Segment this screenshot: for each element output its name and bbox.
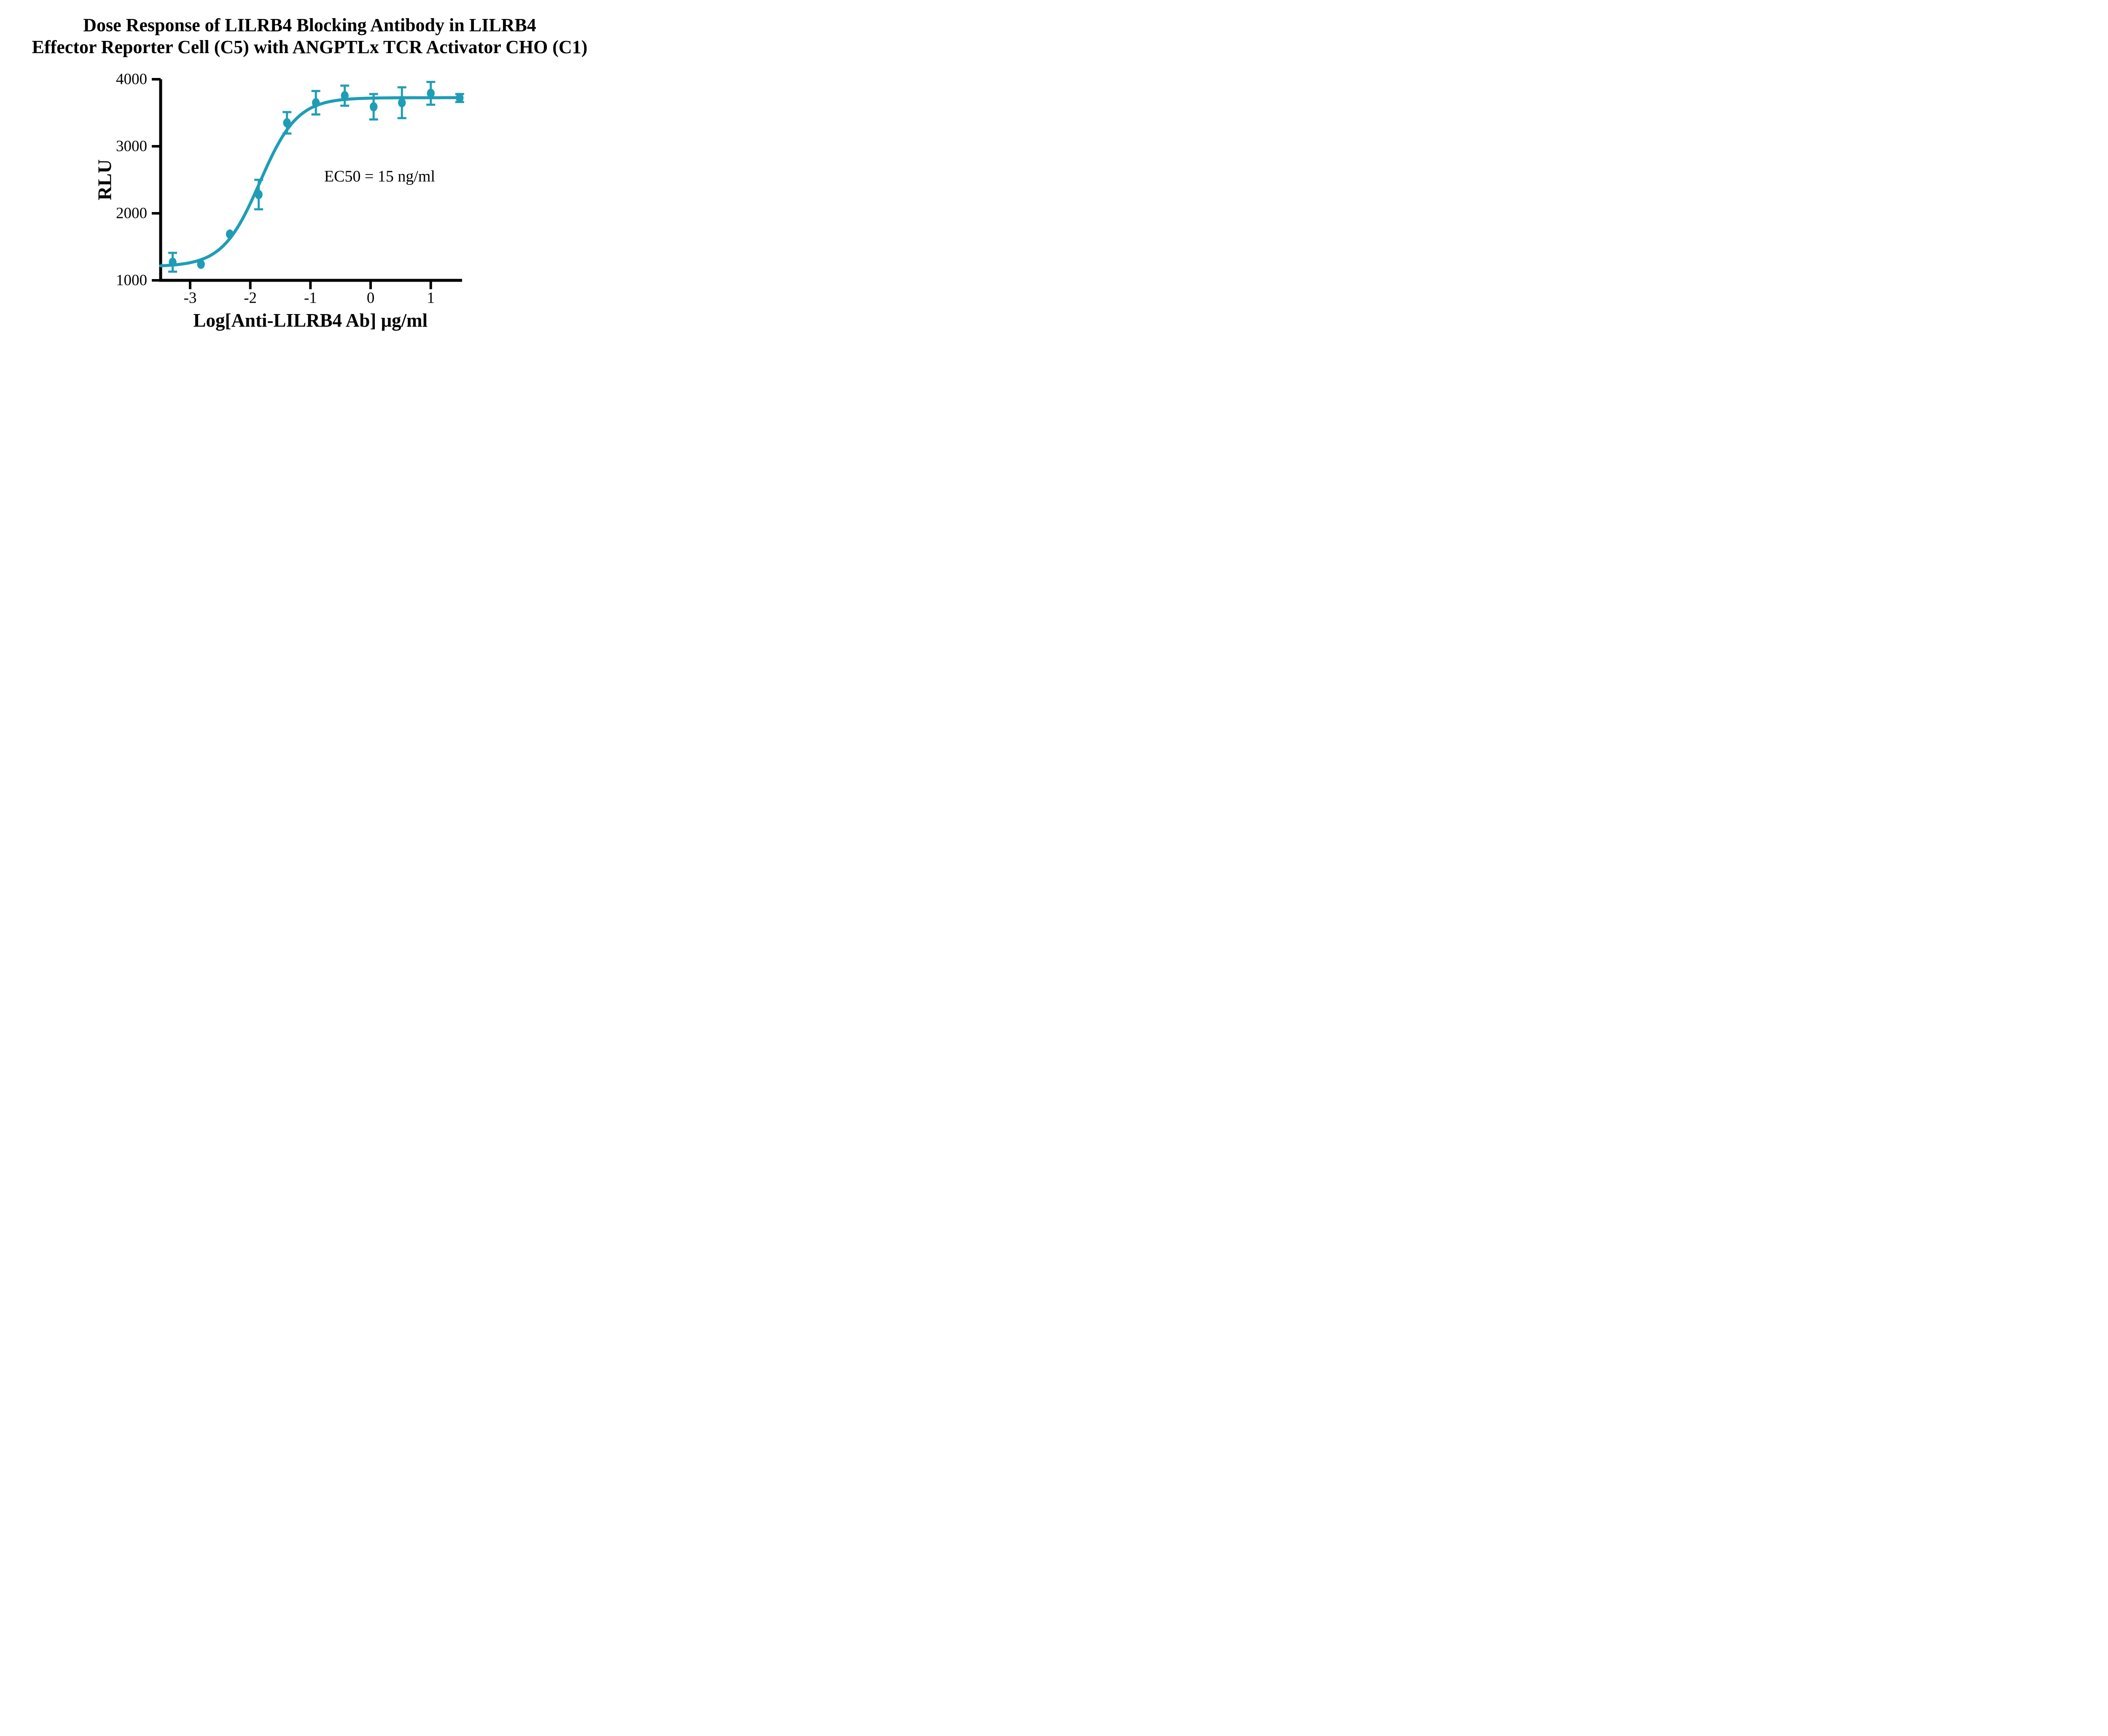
data-point-marker (169, 258, 177, 267)
data-point-marker (370, 102, 378, 112)
y-tick-label: 4000 (116, 71, 147, 88)
data-point-marker (456, 93, 464, 103)
x-tick-label: 0 (367, 290, 375, 307)
chart-title-line2: Effector Reporter Cell (C5) with ANGPTLx… (32, 36, 588, 57)
x-axis-title: Log[Anti-LILRB4 Ab] μg/ml (194, 310, 428, 331)
data-point-marker (255, 190, 263, 199)
ec50-annotation: EC50 = 15 ng/ml (324, 168, 435, 185)
y-tick-label: 3000 (116, 138, 147, 155)
x-tick-label: -1 (304, 290, 317, 307)
chart-title-line1: Dose Response of LILRB4 Blocking Antibod… (83, 15, 536, 35)
data-point-marker (427, 89, 435, 98)
data-point-marker (226, 229, 234, 239)
data-point-marker (341, 91, 349, 100)
dose-response-fit-curve (159, 96, 461, 268)
x-tick-label: -3 (184, 290, 197, 307)
y-axis-title: RLU (94, 159, 116, 200)
y-tick-label: 2000 (116, 205, 147, 222)
y-tick-label: 1000 (116, 272, 147, 289)
plot-area: 1000 2000 3000 4000 -3 -2 -1 0 1 Log[Anti-LILRB4 … (94, 71, 464, 331)
data-point-marker (283, 118, 291, 128)
data-point-marker (398, 98, 406, 107)
data-point-marker (197, 259, 205, 269)
dose-response-chart: Dose Response of LILRB4 Blocking Antibod… (0, 0, 619, 347)
x-tick-label: 1 (427, 290, 435, 307)
data-point-marker (312, 98, 320, 107)
chart-title: Dose Response of LILRB4 Blocking Antibod… (0, 14, 619, 58)
x-tick-label: -2 (244, 290, 257, 307)
